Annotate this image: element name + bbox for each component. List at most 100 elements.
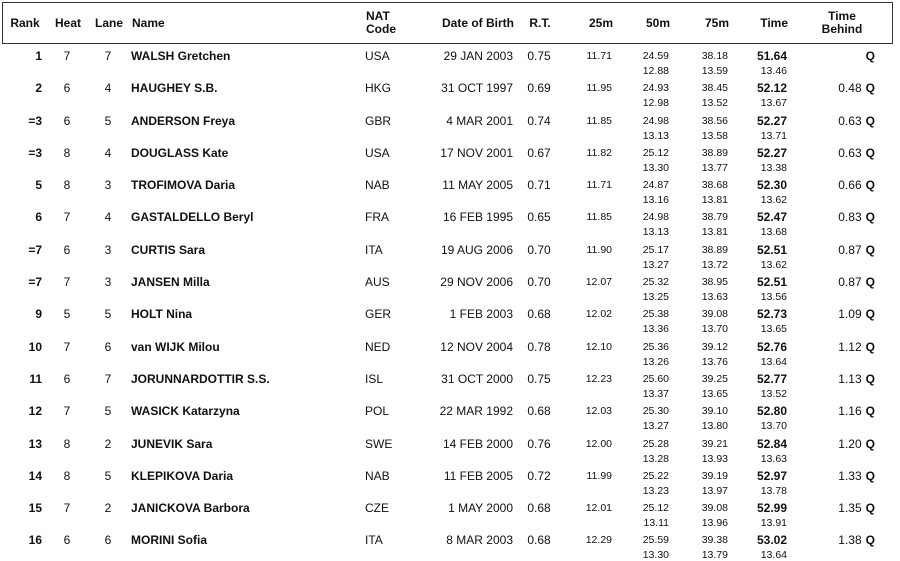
split-25m-cell: 12.00 (563, 437, 615, 451)
time-behind-cell: 1.13 Q (789, 372, 893, 386)
last-lap-value: 13.63 (760, 452, 787, 465)
split-50m-value: 25.59 (642, 534, 669, 547)
split-75m-cell: 39.08 13.70 (672, 307, 731, 336)
split-25m-cell: 12.23 (563, 372, 615, 386)
qualified-flag: Q (865, 81, 875, 96)
lane-cell: 7 (104, 371, 112, 386)
last-lap-value: 13.70 (760, 420, 787, 433)
header-behind-line2: Behind (821, 22, 863, 36)
table-row: 16 6 6 MORINI Sofia ITA 8 MAR 2003 0.68 … (2, 530, 893, 561)
split-75m-value: 38.89 (701, 146, 728, 159)
split-75m-cell: 39.10 13.80 (672, 404, 731, 433)
final-time-value: 52.30 (756, 178, 787, 193)
split-25m-value: 11.99 (586, 469, 613, 482)
swimmer-name-cell: ANDERSON Freya (131, 113, 236, 128)
reaction-time-cell: 0.68 (527, 404, 551, 419)
split-25m-value: 12.29 (585, 534, 612, 547)
split-25m-cell: 11.90 (563, 243, 615, 257)
split-75m-cell: 38.89 13.72 (672, 243, 731, 272)
lap-50m-value: 13.27 (642, 420, 669, 433)
final-time-cell: 52.99 13.91 (731, 501, 789, 530)
header-nat-code: NAT Code (364, 10, 440, 36)
last-lap-value: 13.62 (760, 258, 787, 271)
lap-50m-value: 13.28 (642, 452, 669, 465)
final-time-cell: 52.30 13.62 (731, 178, 789, 207)
table-row: 9 5 5 HOLT Nina GER 1 FEB 2003 0.68 12.0… (2, 304, 893, 336)
lap-75m-value: 13.80 (701, 420, 728, 433)
rank-cell: =7 (28, 242, 42, 257)
final-time-value: 52.84 (756, 436, 787, 451)
time-behind-value: 1.09 (838, 307, 862, 322)
last-lap-value: 13.56 (760, 291, 787, 304)
lap-75m-value: 13.81 (701, 226, 728, 239)
lane-cell: 3 (104, 275, 112, 290)
table-row: 13 8 2 JUNEVIK Sara SWE 14 FEB 2000 0.76… (2, 434, 893, 466)
table-header: Rank Heat Lane Name NAT Code Date of Bir… (2, 2, 893, 44)
lane-cell: 7 (104, 49, 112, 63)
lane-cell: 2 (104, 501, 112, 516)
split-25m-cell: 12.03 (563, 404, 615, 418)
lane-cell: 3 (104, 242, 112, 257)
time-behind-cell: 1.33 Q (789, 469, 893, 483)
split-75m-value: 38.18 (701, 50, 728, 62)
last-lap-value: 13.71 (760, 129, 787, 142)
split-25m-value: 11.82 (586, 146, 613, 159)
heat-cell: 8 (63, 178, 71, 193)
split-25m-cell: 11.85 (563, 114, 615, 128)
final-time-value: 52.27 (756, 145, 787, 160)
last-lap-value: 13.65 (760, 323, 787, 336)
lap-50m-value: 13.13 (642, 226, 669, 239)
lap-50m-value: 13.23 (642, 484, 669, 497)
lap-50m-value: 13.26 (642, 355, 669, 368)
table-row: =7 7 3 JANSEN Milla AUS 29 NOV 2006 0.70… (2, 272, 893, 304)
lane-cell: 6 (104, 339, 112, 354)
time-behind-line: 1.13 Q (789, 372, 875, 386)
rank-cell: 9 (35, 307, 42, 322)
final-time-value: 53.02 (756, 533, 787, 548)
split-75m-value: 38.95 (701, 276, 728, 289)
lane-cell: 5 (104, 307, 112, 322)
split-50m-value: 25.60 (642, 372, 669, 385)
rank-cell: 14 (28, 468, 42, 483)
rank-cell: =7 (28, 275, 42, 290)
split-75m-cell: 39.08 13.96 (672, 501, 731, 530)
lap-75m-value: 13.93 (701, 452, 728, 465)
time-behind-cell: 1.16 Q (789, 404, 893, 418)
reaction-time-cell: 0.75 (527, 371, 551, 386)
final-time-cell: 52.12 13.67 (731, 81, 789, 110)
heat-cell: 6 (63, 113, 71, 128)
swimmer-name-cell: JANSEN Milla (131, 275, 210, 290)
time-behind-line: 1.35 Q (789, 501, 875, 515)
lap-75m-value: 13.52 (701, 97, 728, 110)
split-25m-value: 11.85 (586, 211, 613, 224)
final-time-cell: 52.77 13.52 (731, 372, 789, 401)
split-25m-value: 11.95 (586, 82, 613, 95)
swimmer-name-cell: JANICKOVA Barbora (131, 501, 250, 516)
split-50m-cell: 24.59 12.88 (615, 49, 672, 78)
lap-75m-value: 13.65 (701, 387, 728, 400)
split-50m-cell: 24.98 13.13 (615, 210, 672, 239)
header-nat-line1: NAT (366, 9, 390, 23)
split-50m-value: 24.93 (642, 82, 669, 95)
rank-cell: 6 (35, 210, 42, 225)
rank-cell: 11 (29, 371, 42, 386)
time-behind-value: 1.20 (838, 436, 862, 451)
time-behind-cell: 0.48 Q (789, 81, 893, 95)
split-75m-value: 38.79 (701, 211, 728, 224)
split-50m-value: 25.38 (642, 308, 669, 321)
nat-code-cell: CZE (365, 501, 389, 516)
time-behind-cell: 1.12 Q (789, 340, 893, 354)
split-25m-value: 11.90 (586, 243, 613, 256)
last-lap-value: 13.64 (760, 355, 787, 368)
time-behind-cell: 0.83 Q (789, 210, 893, 224)
split-75m-cell: 39.19 13.97 (672, 469, 731, 498)
lap-50m-value: 13.27 (642, 258, 669, 271)
nat-code-cell: POL (365, 404, 390, 419)
heat-cell: 7 (63, 275, 71, 290)
split-25m-value: 11.85 (586, 114, 613, 127)
time-behind-value: 1.13 (838, 371, 862, 386)
date-of-birth-cell: 16 FEB 1995 (442, 210, 513, 225)
split-50m-cell: 25.17 13.27 (615, 243, 672, 272)
nat-code-cell: USA (365, 145, 390, 160)
